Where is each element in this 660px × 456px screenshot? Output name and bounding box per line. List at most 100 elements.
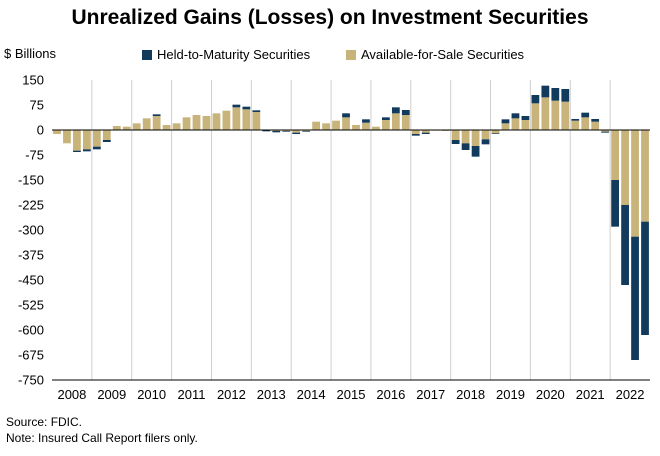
x-tick-label: 2018 xyxy=(456,387,485,402)
bar-afs xyxy=(641,130,649,222)
bar-afs xyxy=(461,130,470,144)
bar-htm xyxy=(292,132,301,134)
bar-afs xyxy=(352,125,360,130)
bar-afs xyxy=(82,130,91,150)
bar-htm xyxy=(252,110,261,112)
bar-afs xyxy=(421,130,430,133)
bar-afs xyxy=(73,130,81,151)
x-tick-label: 2019 xyxy=(496,387,525,402)
legend-swatch-afs xyxy=(346,49,356,60)
bar-afs xyxy=(232,107,241,130)
bar-htm xyxy=(262,130,271,132)
bar-htm xyxy=(92,146,101,150)
bar-htm xyxy=(282,131,291,132)
bar-htm xyxy=(152,114,161,116)
bar-afs xyxy=(541,97,550,130)
y-tick-label: -225 xyxy=(18,198,44,213)
bar-htm xyxy=(302,131,311,132)
x-tick-label: 2011 xyxy=(178,387,206,402)
legend-held-to-maturity: Held-to-Maturity Securities xyxy=(142,47,310,62)
bar-afs xyxy=(142,118,151,130)
bar-afs xyxy=(242,109,251,130)
bar-afs xyxy=(202,116,211,130)
x-tick-label: 2012 xyxy=(217,387,246,402)
x-tick-label: 2020 xyxy=(536,387,565,402)
bar-afs xyxy=(521,120,530,130)
bar-afs xyxy=(252,112,261,130)
bar-htm xyxy=(531,95,540,104)
bar-afs xyxy=(631,130,639,237)
footnote: Note: Insured Call Report filers only. xyxy=(6,431,198,445)
bar-afs xyxy=(611,130,620,180)
legend-label-afs: Available-for-Sale Securities xyxy=(361,47,525,62)
x-tick-label: 2021 xyxy=(576,387,605,402)
x-tick-label: 2008 xyxy=(57,387,86,402)
bar-htm xyxy=(561,89,570,102)
bar-htm xyxy=(401,110,410,115)
y-tick-label: -675 xyxy=(18,348,44,363)
bar-htm xyxy=(451,140,460,144)
bar-afs xyxy=(222,110,231,130)
bar-afs xyxy=(561,101,570,130)
bar-htm xyxy=(362,119,370,123)
bar-htm xyxy=(551,88,560,101)
y-tick-label: 150 xyxy=(22,73,44,88)
bar-afs xyxy=(451,130,460,140)
bar-afs xyxy=(312,121,321,130)
bar-afs xyxy=(172,123,181,130)
bar-afs xyxy=(332,120,340,130)
bar-htm xyxy=(102,140,111,142)
bar-afs xyxy=(192,115,201,130)
x-tick-label: 2014 xyxy=(297,387,326,402)
bar-afs xyxy=(551,100,560,130)
bar-htm xyxy=(631,236,639,360)
legend-available-for-sale: Available-for-Sale Securities xyxy=(346,47,524,62)
bar-afs xyxy=(531,103,540,130)
y-tick-label: -750 xyxy=(18,373,44,388)
bar-afs xyxy=(152,116,161,130)
bar-htm xyxy=(601,131,610,133)
bar-afs xyxy=(381,120,390,130)
x-tick-label: 2016 xyxy=(376,387,405,402)
bar-afs xyxy=(481,130,490,140)
bar-afs xyxy=(102,130,111,140)
y-tick-label: -75 xyxy=(25,148,44,163)
y-tick-label: -375 xyxy=(18,248,44,263)
chart-title: Unrealized Gains (Losses) on Investment … xyxy=(71,6,589,29)
bar-afs xyxy=(292,130,301,133)
bar-htm xyxy=(571,119,580,121)
bar-afs xyxy=(122,126,131,130)
bar-htm xyxy=(521,116,530,120)
bar-afs xyxy=(162,125,171,130)
bar-htm xyxy=(73,150,81,152)
y-axis-unit-label: $ Billions xyxy=(4,46,57,61)
bar-htm xyxy=(411,134,420,136)
bar-afs xyxy=(501,123,510,130)
bar-afs xyxy=(581,117,590,130)
bar-afs xyxy=(53,130,61,134)
bar-afs xyxy=(401,115,410,130)
bar-afs xyxy=(112,126,121,130)
bar-htm xyxy=(511,113,520,119)
y-tick-label: -600 xyxy=(18,323,44,338)
x-tick-label: 2009 xyxy=(97,387,126,402)
source-note: Source: FDIC. xyxy=(6,415,83,429)
bar-htm xyxy=(591,119,600,122)
x-tick-label: 2022 xyxy=(616,387,645,402)
y-tick-label: -525 xyxy=(18,298,44,313)
bar-htm xyxy=(481,139,490,145)
y-tick-label: -300 xyxy=(18,223,44,238)
bar-htm xyxy=(501,119,510,124)
bar-afs xyxy=(601,130,610,132)
bar-htm xyxy=(82,149,91,152)
bar-afs xyxy=(92,130,101,147)
x-tick-label: 2013 xyxy=(257,387,286,402)
y-tick-label: 0 xyxy=(37,123,44,138)
bar-htm xyxy=(461,143,470,150)
bar-htm xyxy=(342,113,350,118)
legend-swatch-htm xyxy=(142,49,152,60)
bar-afs xyxy=(471,130,480,146)
bar-htm xyxy=(581,112,590,118)
bar-htm xyxy=(421,132,430,134)
